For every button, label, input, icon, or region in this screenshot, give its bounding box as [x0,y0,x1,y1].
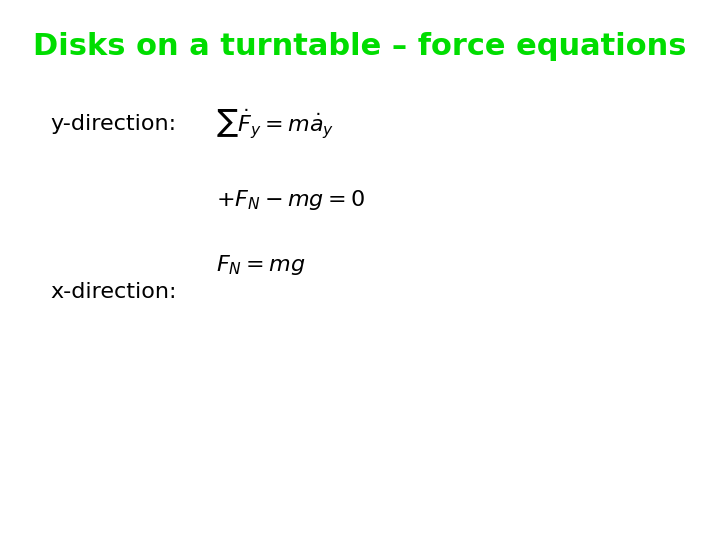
Text: Disks on a turntable – force equations: Disks on a turntable – force equations [33,32,687,62]
Text: $+F_N - mg = 0$: $+F_N - mg = 0$ [216,188,365,212]
Text: $F_N = mg$: $F_N = mg$ [216,253,305,276]
Text: y-direction:: y-direction: [50,114,176,134]
Text: x-direction:: x-direction: [50,281,177,302]
Text: $\sum\dot{F}_y = m\dot{a}_y$: $\sum\dot{F}_y = m\dot{a}_y$ [216,107,334,141]
